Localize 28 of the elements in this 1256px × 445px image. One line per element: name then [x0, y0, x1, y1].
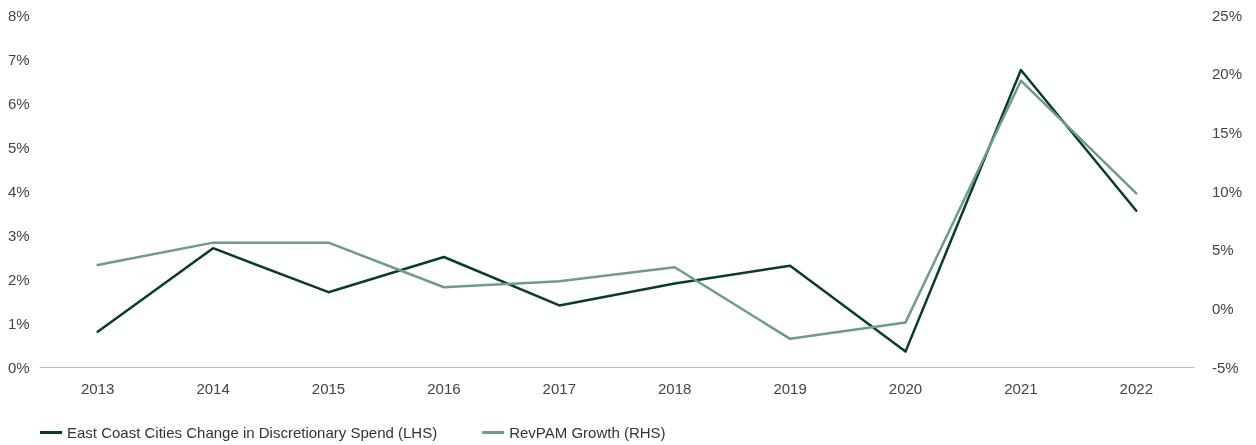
y-tick-label: 1% [8, 314, 30, 332]
x-tick-label: 2020 [888, 380, 923, 397]
y2-tick-label: 20% [1212, 65, 1243, 83]
y-tick-label: 2% [8, 270, 30, 288]
y2-tick-label: 0% [1212, 299, 1234, 317]
x-tick-label: 2017 [542, 380, 576, 397]
y-tick-label: 4% [8, 182, 30, 200]
x-tick-label: 2019 [773, 380, 807, 397]
y2-tick-label: 10% [1212, 182, 1243, 200]
y2-tick-label: 5% [1212, 241, 1234, 259]
x-tick-label: 2022 [1119, 380, 1153, 397]
y2-tick-label: 25% [1212, 6, 1243, 24]
y2-tick-label: -5% [1212, 358, 1239, 376]
y-tick-label: 7% [8, 50, 30, 68]
legend-label: East Coast Cities Change in Discretionary Spend (LHS) [67, 424, 438, 441]
y-tick-label: 5% [8, 138, 30, 156]
y2-tick-label: 15% [1212, 123, 1243, 141]
y-tick-label: 8% [8, 6, 30, 24]
x-tick-label: 2021 [1004, 380, 1038, 397]
x-tick-label: 2014 [196, 380, 230, 397]
y-tick-label: 0% [8, 358, 30, 376]
x-tick-label: 2018 [658, 380, 692, 397]
x-tick-label: 2013 [81, 380, 115, 397]
y-tick-label: 3% [8, 226, 30, 244]
y-tick-label: 6% [8, 94, 30, 112]
x-tick-label: 2015 [311, 380, 346, 397]
legend-label: RevPAM Growth (RHS) [509, 424, 666, 441]
x-tick-label: 2016 [427, 380, 461, 397]
